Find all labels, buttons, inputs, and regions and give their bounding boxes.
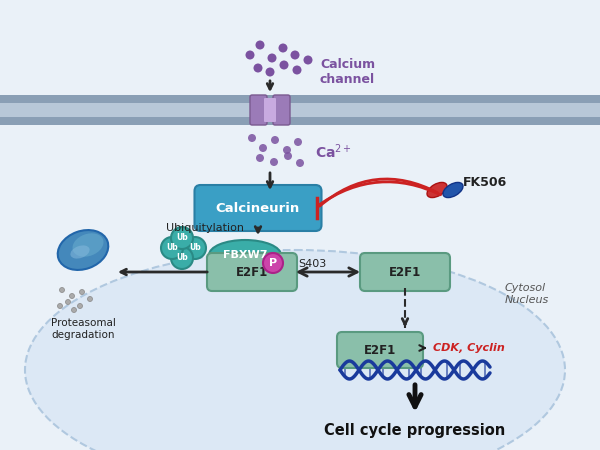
Ellipse shape: [73, 233, 103, 256]
Text: Calcium
channel: Calcium channel: [320, 58, 375, 86]
Circle shape: [88, 297, 92, 302]
Circle shape: [280, 60, 289, 69]
Circle shape: [278, 44, 287, 53]
FancyBboxPatch shape: [264, 98, 276, 122]
Circle shape: [71, 307, 77, 312]
Text: E2F1: E2F1: [236, 266, 268, 279]
Text: S403: S403: [298, 259, 326, 269]
Circle shape: [296, 159, 304, 167]
Circle shape: [268, 54, 277, 63]
Circle shape: [304, 55, 313, 64]
Ellipse shape: [209, 240, 281, 270]
Circle shape: [270, 158, 278, 166]
Circle shape: [245, 50, 254, 59]
Circle shape: [271, 136, 279, 144]
Text: FBXW7: FBXW7: [223, 250, 267, 260]
Bar: [0, 117, 600, 125]
Text: Ub: Ub: [176, 234, 188, 243]
Circle shape: [65, 300, 71, 305]
FancyBboxPatch shape: [250, 95, 267, 125]
Circle shape: [161, 237, 183, 259]
Text: Nucleus: Nucleus: [505, 295, 549, 305]
Bar: [0, 103, 600, 117]
Circle shape: [254, 63, 263, 72]
Text: P: P: [269, 258, 277, 268]
Circle shape: [259, 144, 267, 152]
Circle shape: [79, 289, 85, 294]
Text: Ubiquitylation: Ubiquitylation: [166, 223, 244, 233]
Circle shape: [77, 303, 83, 309]
Circle shape: [284, 152, 292, 160]
Text: Cytosol: Cytosol: [505, 283, 546, 293]
Ellipse shape: [427, 182, 447, 198]
Circle shape: [294, 138, 302, 146]
Text: Proteasomal
degradation: Proteasomal degradation: [50, 318, 115, 340]
FancyBboxPatch shape: [194, 185, 322, 231]
Circle shape: [171, 247, 193, 269]
Text: FK506: FK506: [463, 176, 507, 189]
Circle shape: [263, 253, 283, 273]
Ellipse shape: [25, 250, 565, 450]
Circle shape: [59, 288, 65, 292]
FancyBboxPatch shape: [273, 95, 290, 125]
Circle shape: [70, 293, 74, 298]
Text: E2F1: E2F1: [389, 266, 421, 279]
Text: CDK, Cyclin: CDK, Cyclin: [433, 343, 505, 353]
Ellipse shape: [70, 245, 89, 259]
Text: Cell cycle progression: Cell cycle progression: [325, 423, 506, 437]
Circle shape: [290, 50, 299, 59]
Text: Ub: Ub: [176, 253, 188, 262]
Ellipse shape: [58, 230, 108, 270]
Circle shape: [283, 146, 291, 154]
Circle shape: [256, 154, 264, 162]
Circle shape: [171, 227, 193, 249]
Circle shape: [265, 68, 275, 76]
Circle shape: [256, 40, 265, 50]
Text: E2F1: E2F1: [364, 343, 396, 356]
Circle shape: [248, 134, 256, 142]
Bar: [0, 95, 600, 103]
Circle shape: [58, 303, 62, 309]
Circle shape: [184, 237, 206, 259]
FancyBboxPatch shape: [360, 253, 450, 291]
FancyBboxPatch shape: [207, 253, 297, 291]
Text: Ca$^{2+}$: Ca$^{2+}$: [315, 143, 352, 161]
Text: Calcineurin: Calcineurin: [216, 202, 300, 215]
Circle shape: [293, 66, 302, 75]
FancyBboxPatch shape: [337, 332, 423, 368]
Text: Ub: Ub: [189, 243, 201, 252]
Ellipse shape: [443, 182, 463, 198]
Text: Ub: Ub: [166, 243, 178, 252]
